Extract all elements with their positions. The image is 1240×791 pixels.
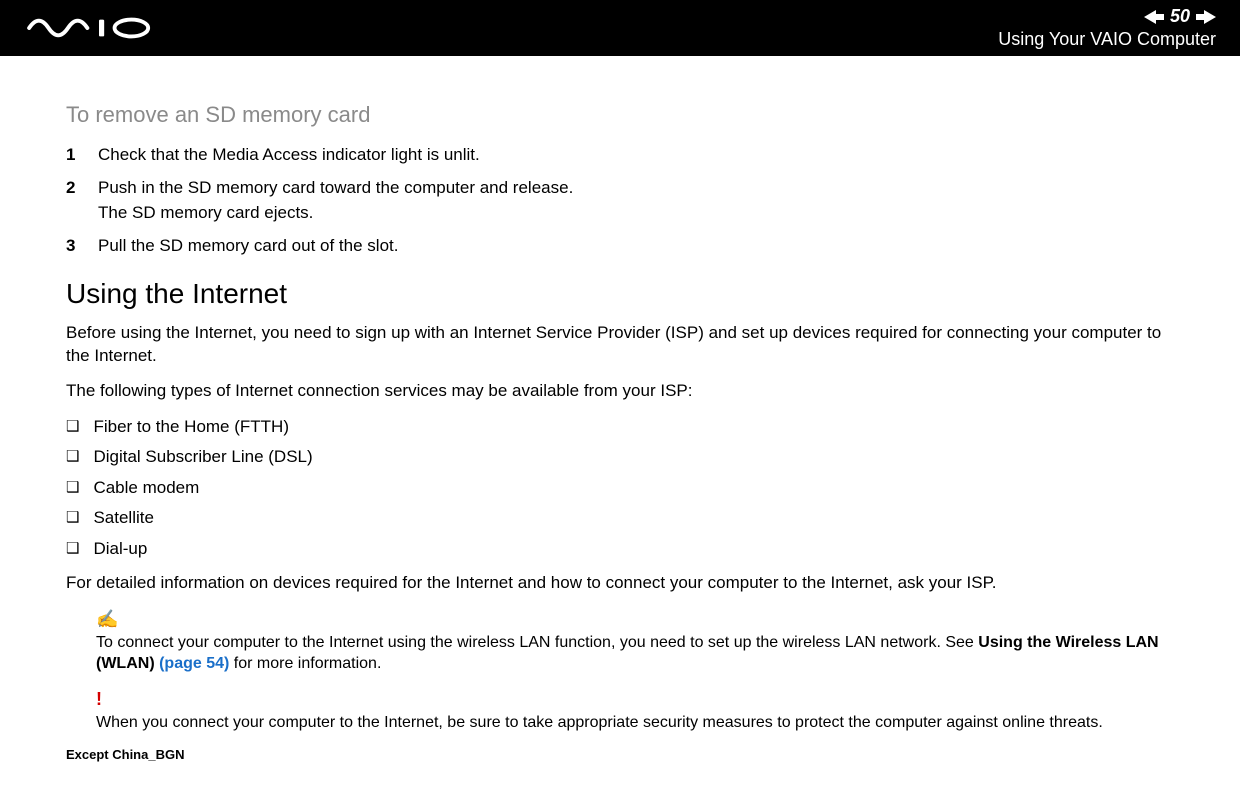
steps-list: 1 Check that the Media Access indicator … [66,144,1174,258]
bullet-text: Satellite [93,506,153,531]
note-tip: ✍ To connect your computer to the Intern… [66,609,1174,675]
bullet-text: Dial-up [93,537,147,562]
page-number: 50 [1170,6,1190,27]
bullet-list: ❑ Fiber to the Home (FTTH) ❑ Digital Subsc… [66,415,1174,562]
bullet-glyph-icon: ❑ [66,537,79,561]
step-text: Check that the Media Access indicator li… [98,144,1174,167]
note-link-page[interactable]: (page 54) [155,655,230,672]
note-text: When you connect your computer to the In… [96,712,1174,734]
header-right: 50 Using Your VAIO Computer [998,6,1216,50]
bullet-item: ❑ Satellite [66,506,1174,531]
bullet-text: Digital Subscriber Line (DSL) [93,445,312,470]
bullet-item: ❑ Digital Subscriber Line (DSL) [66,445,1174,470]
step-number: 2 [66,177,80,200]
bullet-glyph-icon: ❑ [66,445,79,469]
step-number: 3 [66,235,80,258]
bullet-glyph-icon: ❑ [66,476,79,500]
step-item: 3 Pull the SD memory card out of the slo… [66,235,1174,258]
bullet-item: ❑ Cable modem [66,476,1174,501]
page-nav: 50 [998,6,1216,27]
paragraph: For detailed information on devices requ… [66,572,1174,595]
step-text: Pull the SD memory card out of the slot. [98,235,1174,258]
page-content: To remove an SD memory card 1 Check that… [0,56,1240,774]
bullet-glyph-icon: ❑ [66,506,79,530]
note-text: To connect your computer to the Internet… [96,632,1174,675]
step-text-cont: The SD memory card ejects. [98,202,1174,225]
bullet-item: ❑ Fiber to the Home (FTTH) [66,415,1174,440]
step-item: 1 Check that the Media Access indicator … [66,144,1174,167]
paragraph: The following types of Internet connecti… [66,380,1174,403]
bullet-text: Fiber to the Home (FTTH) [93,415,289,440]
warning-icon: ! [96,689,1174,710]
step-text-line: Push in the SD memory card toward the co… [98,178,573,197]
next-page-arrow-icon[interactable] [1196,10,1216,24]
paragraph: Before using the Internet, you need to s… [66,322,1174,368]
step-number: 1 [66,144,80,167]
prev-page-arrow-icon[interactable] [1144,10,1164,24]
note-warning: ! When you connect your computer to the … [66,689,1174,734]
note-post: for more information. [229,655,381,672]
step-text: Push in the SD memory card toward the co… [98,177,1174,225]
note-pre: To connect your computer to the Internet… [96,634,978,651]
footer-note: Except China_BGN [66,747,1174,762]
vaio-logo [24,17,174,39]
step-item: 2 Push in the SD memory card toward the … [66,177,1174,225]
bullet-glyph-icon: ❑ [66,415,79,439]
section-head-internet: Using the Internet [66,278,1174,310]
bullet-item: ❑ Dial-up [66,537,1174,562]
header-section-title: Using Your VAIO Computer [998,29,1216,50]
page-header: 50 Using Your VAIO Computer [0,0,1240,56]
section-subhead-remove-sd: To remove an SD memory card [66,102,1174,128]
bullet-text: Cable modem [93,476,199,501]
pen-note-icon: ✍ [96,609,1174,630]
